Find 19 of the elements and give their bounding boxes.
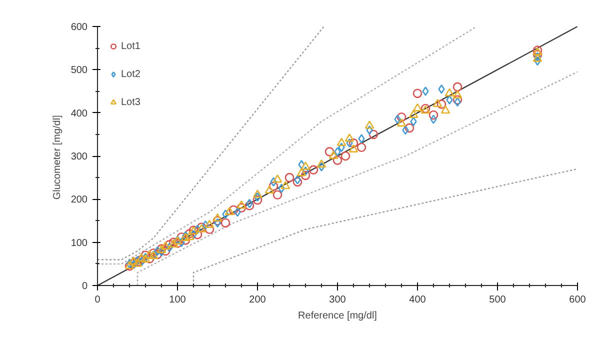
legend-label: Lot3	[121, 96, 141, 108]
x-tick-label: 500	[489, 294, 506, 306]
legend-label: Lot1	[121, 40, 141, 52]
x-axis-title: Reference [mg/dl]	[298, 310, 378, 322]
y-tick-label: 600	[70, 22, 88, 33]
x-tick-label: 600	[569, 294, 586, 306]
x-tick-label: 400	[409, 294, 426, 306]
y-tick-label: 200	[70, 194, 88, 206]
y-axis-title: Glucometer [mg/dl]	[52, 114, 63, 200]
x-tick-label: 100	[169, 294, 186, 306]
legend-label: Lot2	[121, 68, 141, 80]
y-tick-label: 400	[70, 108, 88, 120]
x-tick-label: 0	[94, 294, 101, 306]
y-tick-label: 0	[82, 281, 88, 292]
y-tick-label: 300	[70, 152, 88, 162]
x-tick-label: 300	[329, 294, 346, 306]
y-tick-label: 100	[70, 238, 88, 249]
x-tick-label: 200	[249, 294, 266, 306]
y-tick-label: 500	[70, 65, 88, 76]
